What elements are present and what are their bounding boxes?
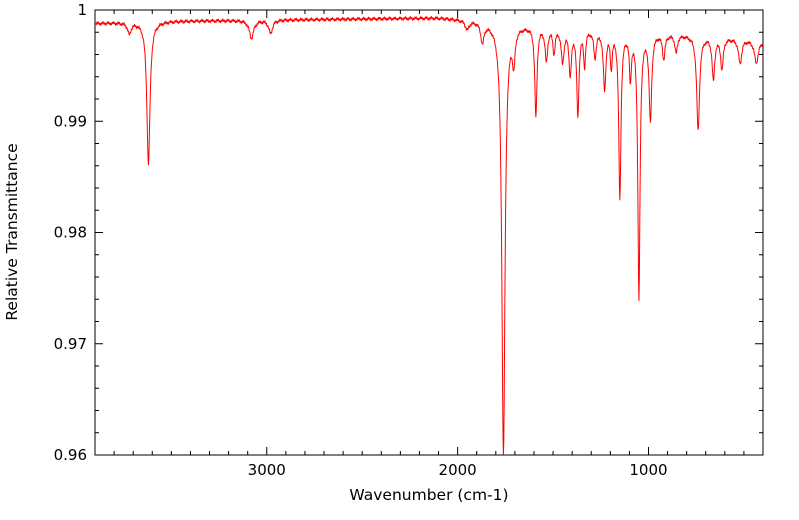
y-axis-label: Relative Transmittance <box>3 143 21 320</box>
y-tick-label: 0.98 <box>54 224 87 242</box>
plot-border <box>94 9 764 456</box>
spectrum-trace <box>95 15 763 455</box>
x-axis-label: Wavenumber (cm-1) <box>349 486 508 504</box>
axes <box>94 9 764 456</box>
x-tick-label: 2000 <box>439 461 477 479</box>
y-tick-label: 0.96 <box>54 446 87 464</box>
y-tick-label: 1 <box>77 1 87 19</box>
spectrum-line <box>95 15 763 455</box>
y-tick-label: 0.99 <box>54 112 87 130</box>
x-tick-label: 1000 <box>629 461 667 479</box>
tick-labels: 3000 2000 1000 0.96 0.97 0.98 0.99 1 <box>54 1 668 479</box>
y-tick-label: 0.97 <box>54 335 87 353</box>
x-tick-label: 3000 <box>248 461 286 479</box>
